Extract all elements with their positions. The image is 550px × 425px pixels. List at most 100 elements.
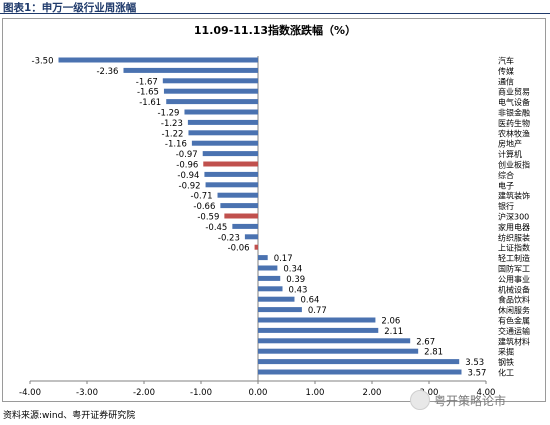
category-label: 公用事业: [498, 274, 530, 284]
bar: [244, 234, 258, 240]
x-tick-label: -2.00: [133, 388, 155, 398]
category-label: 房地产: [498, 139, 522, 149]
bar: [258, 286, 283, 292]
chart-title: 11.09-11.13指数涨跌幅（%）: [193, 24, 357, 37]
data-label: -1.65: [137, 88, 159, 98]
watermark: 粤开策略论市: [410, 390, 550, 414]
bar: [258, 275, 281, 281]
data-label: 0.17: [274, 254, 293, 264]
bar: [205, 182, 258, 188]
bar: [191, 140, 258, 146]
bar: [258, 348, 419, 354]
data-label: 0.43: [289, 285, 308, 295]
category-label: 建筑装饰: [498, 191, 530, 201]
category-label: 食品饮料: [498, 295, 530, 305]
bar: [217, 192, 258, 198]
category-label: 综合: [498, 170, 514, 180]
x-tick-label: -1.00: [190, 388, 212, 398]
watermark-text: 粤开策略论市: [434, 394, 507, 408]
data-label: -0.59: [197, 213, 219, 223]
category-label: 银行: [498, 201, 514, 211]
data-label: -1.23: [161, 119, 183, 129]
header-rule: [0, 13, 550, 14]
category-label: 休闲服务: [498, 305, 530, 315]
category-label: 机械设备: [498, 284, 530, 294]
data-label: -1.16: [165, 140, 187, 150]
category-label: 采掘: [498, 347, 514, 357]
data-label: -0.94: [177, 171, 199, 181]
data-label: -0.92: [179, 181, 201, 191]
data-label: -1.29: [157, 109, 179, 119]
category-label: 家用电器: [498, 222, 530, 232]
wechat-logo-icon: [410, 390, 430, 410]
category-label: 通信: [498, 76, 514, 86]
bar: [258, 359, 460, 365]
bar: [163, 88, 258, 94]
bar: [258, 255, 268, 261]
bar: [220, 203, 258, 209]
data-label: -0.97: [176, 150, 198, 160]
data-label: 3.53: [465, 358, 484, 368]
bar: [232, 223, 258, 229]
data-label: 0.77: [308, 306, 327, 316]
bar: [162, 78, 258, 84]
bar: [258, 317, 376, 323]
category-label: 有色金属: [498, 316, 530, 326]
source-note: 资料来源:wind、粤开证券研究院: [3, 411, 136, 421]
data-label: 2.11: [384, 327, 403, 337]
bar: [123, 67, 258, 73]
category-label: 轻工制造: [498, 253, 530, 263]
x-tick-label: 4.00: [477, 388, 496, 398]
bar: [258, 369, 462, 375]
data-label: -0.71: [191, 192, 213, 202]
data-label: -1.22: [161, 129, 183, 139]
category-label: 计算机: [498, 149, 522, 159]
category-label: 钢铁: [498, 357, 514, 367]
data-label: -3.50: [32, 57, 54, 67]
x-tick-label: 0.00: [249, 388, 268, 398]
data-label: 0.64: [300, 296, 319, 306]
category-label: 农林牧渔: [498, 128, 530, 138]
data-label: 0.34: [283, 265, 302, 275]
bar: [166, 99, 258, 105]
report-header: 图表1：申万一级行业周涨幅: [0, 0, 550, 14]
data-label: -2.36: [96, 67, 118, 77]
bar: [204, 171, 258, 177]
data-label: 2.81: [424, 348, 443, 358]
bar: [224, 213, 258, 219]
bar: [258, 327, 379, 333]
bar: [258, 265, 278, 271]
bar: [258, 307, 302, 313]
data-label: 2.67: [416, 337, 435, 347]
category-label: 医药生物: [498, 118, 530, 128]
bar: [58, 57, 258, 63]
category-label: 电子: [498, 180, 514, 190]
chart-frame: [2, 18, 546, 402]
data-label: -1.67: [136, 77, 158, 87]
category-label: 汽车: [498, 56, 514, 66]
data-label: -0.45: [205, 223, 227, 233]
bar: [258, 296, 295, 302]
x-tick-label: 3.00: [420, 388, 439, 398]
category-label: 创业板指: [498, 160, 530, 170]
bar: [203, 161, 258, 167]
bar: [258, 338, 411, 344]
category-label: 传媒: [498, 66, 514, 76]
category-label: 建筑材料: [498, 336, 530, 346]
bar: [187, 119, 258, 125]
figure-caption: 图表1：申万一级行业周涨幅: [3, 2, 137, 14]
category-label: 纺织服装: [498, 232, 530, 242]
x-tick-label: 1.00: [306, 388, 325, 398]
data-label: 2.06: [381, 317, 400, 327]
data-label: -0.23: [218, 233, 240, 243]
category-label: 上证指数: [498, 243, 530, 253]
bar: [254, 244, 258, 250]
data-label: 0.39: [286, 275, 305, 285]
category-label: 电气设备: [498, 97, 530, 107]
category-label: 商业贸易: [498, 87, 530, 97]
data-label: -1.61: [139, 98, 161, 108]
x-tick-label: -4.00: [19, 388, 41, 398]
x-tick-label: -3.00: [76, 388, 98, 398]
category-label: 沪深300: [498, 212, 529, 222]
